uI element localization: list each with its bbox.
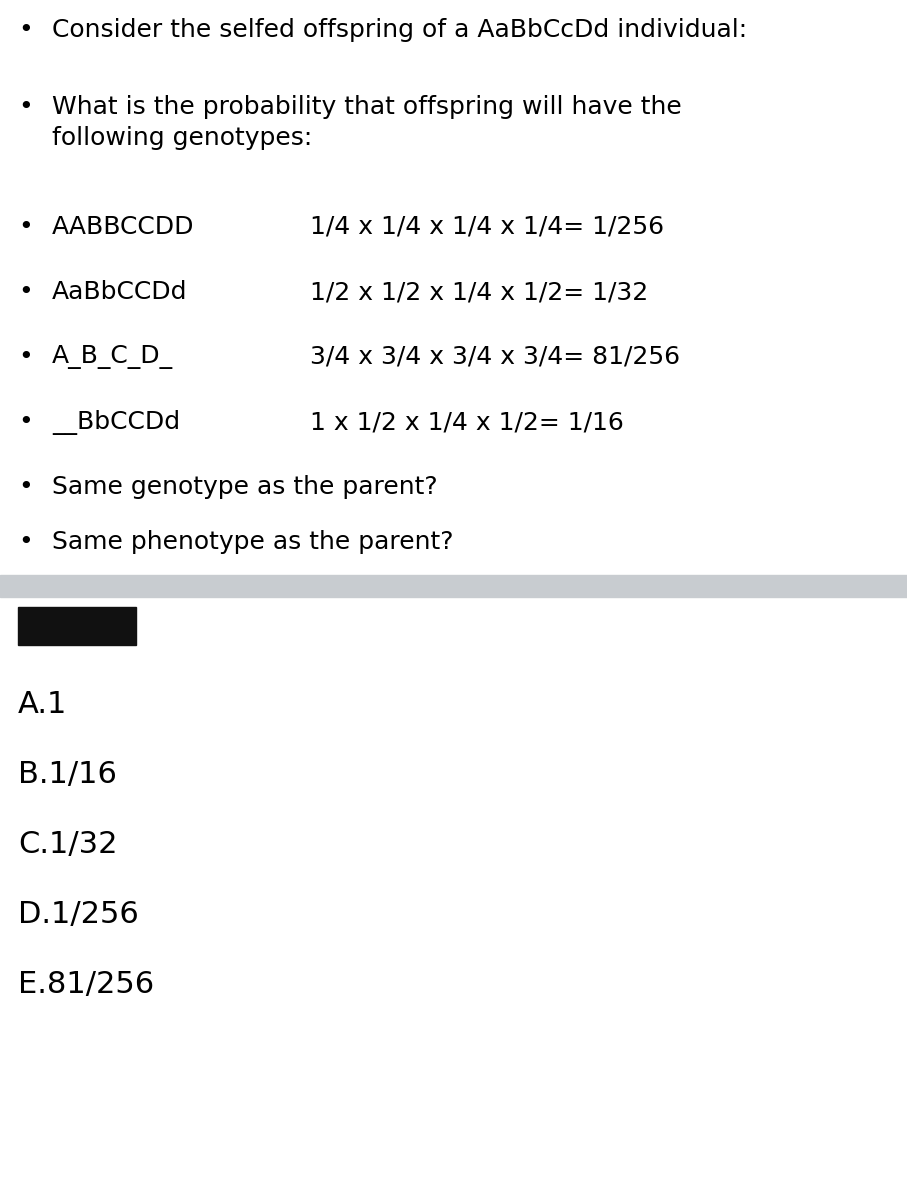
Bar	[0, 575, 907, 596]
Text: 1/4 x 1/4 x 1/4 x 1/4= 1/256: 1/4 x 1/4 x 1/4 x 1/4= 1/256	[310, 215, 664, 239]
Text: •: •	[18, 95, 33, 119]
Text: •: •	[18, 475, 33, 499]
Text: Consider the selfed offspring of a AaBbCcDd individual:: Consider the selfed offspring of a AaBbC…	[52, 18, 747, 42]
Text: __BbCCDd: __BbCCDd	[52, 410, 180, 434]
Text: •: •	[18, 18, 33, 42]
Text: Same phenotype as the parent?: Same phenotype as the parent?	[52, 530, 454, 554]
Text: •: •	[18, 280, 33, 304]
Text: D.1/256: D.1/256	[18, 900, 139, 929]
Text: Same genotype as the parent?: Same genotype as the parent?	[52, 475, 437, 499]
Text: What is the probability that offspring will have the
following genotypes:: What is the probability that offspring w…	[52, 95, 682, 150]
Text: •: •	[18, 215, 33, 239]
Text: •: •	[18, 346, 33, 370]
Text: •: •	[18, 530, 33, 554]
Text: A_B_C_D_: A_B_C_D_	[52, 346, 173, 370]
Text: E.81/256: E.81/256	[18, 970, 154, 998]
Bar	[18, 607, 136, 646]
Text: A.1: A.1	[18, 690, 67, 719]
Text: •: •	[18, 410, 33, 434]
Text: B.1/16: B.1/16	[18, 760, 117, 790]
Text: 1 x 1/2 x 1/4 x 1/2= 1/16: 1 x 1/2 x 1/4 x 1/2= 1/16	[310, 410, 624, 434]
Text: AaBbCCDd: AaBbCCDd	[52, 280, 188, 304]
Text: 1/2 x 1/2 x 1/4 x 1/2= 1/32: 1/2 x 1/2 x 1/4 x 1/2= 1/32	[310, 280, 649, 304]
Text: AABBCCDD: AABBCCDD	[52, 215, 194, 239]
Text: 3/4 x 3/4 x 3/4 x 3/4= 81/256: 3/4 x 3/4 x 3/4 x 3/4= 81/256	[310, 346, 680, 370]
Text: C.1/32: C.1/32	[18, 830, 118, 859]
